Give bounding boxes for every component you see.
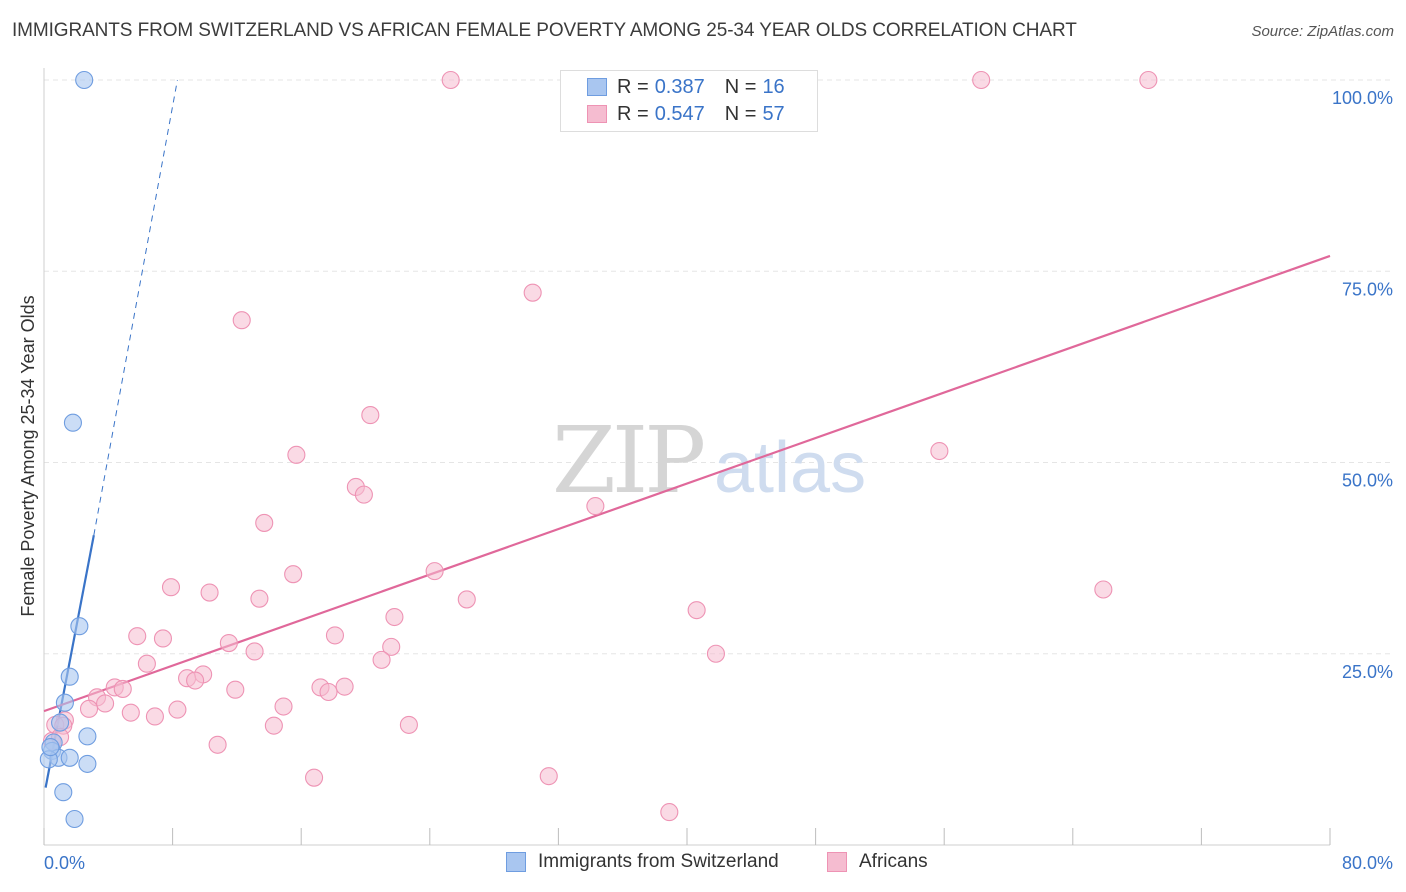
point-africans — [274, 697, 293, 716]
legend-n-label: N = — [724, 75, 757, 98]
x-tick-label: 0.0% — [44, 853, 85, 873]
point-switzerland — [63, 413, 82, 432]
point-africans — [145, 707, 164, 726]
y-tick-label: 100.0% — [1332, 88, 1393, 108]
watermark-zip: ZIP — [552, 407, 703, 514]
point-africans — [96, 694, 115, 713]
point-switzerland — [60, 748, 79, 767]
point-africans — [113, 679, 132, 698]
legend-r-value: 0.547 — [654, 102, 705, 125]
point-switzerland — [78, 754, 97, 773]
point-africans — [128, 627, 147, 646]
point-africans — [660, 803, 679, 822]
point-africans — [457, 590, 476, 609]
point-africans — [232, 311, 251, 330]
y-tick-label: 75.0% — [1342, 279, 1393, 299]
legend-n-label: N = — [724, 102, 757, 125]
point-africans — [399, 715, 418, 734]
point-switzerland — [54, 783, 73, 802]
legend-r-value: 0.387 — [654, 75, 705, 98]
legend-n-value: 16 — [762, 75, 785, 98]
point-africans — [372, 650, 391, 669]
trend-line-africans — [43, 254, 1331, 713]
legend: R = 0.387 N = 16 R = 0.547 N = 57 — [560, 70, 818, 132]
point-switzerland — [55, 693, 74, 712]
point-africans — [706, 644, 725, 663]
point-africans — [168, 700, 187, 719]
point-africans — [137, 654, 156, 673]
gridlines — [44, 79, 1394, 655]
point-africans — [305, 768, 324, 787]
point-africans — [687, 601, 706, 620]
point-africans — [284, 565, 303, 584]
data-points — [39, 70, 1158, 829]
axis-labels: 25.0% 50.0% 75.0% 100.0% 0.0% 80.0% Female Pov… — [18, 88, 1393, 873]
point-africans — [441, 70, 460, 90]
point-switzerland — [70, 617, 89, 636]
point-africans — [219, 633, 238, 653]
source-label: Source: ZipAtlas.com — [1251, 23, 1394, 40]
y-tick-label: 50.0% — [1342, 471, 1393, 491]
point-switzerland — [78, 727, 97, 746]
point-africans — [382, 637, 401, 656]
bottom-legend-label-africans: Africans — [859, 851, 928, 872]
bottom-legend-switzerland: Immigrants from Switzerland — [506, 851, 779, 873]
point-africans — [325, 626, 345, 645]
point-africans — [930, 441, 949, 461]
point-africans — [425, 562, 444, 581]
point-africans — [245, 642, 264, 661]
legend-r-label: R = — [617, 75, 649, 98]
watermark: ZIP atlas — [552, 407, 866, 514]
legend-row-africans: R = 0.547 N = 57 — [587, 101, 785, 127]
point-switzerland — [65, 809, 84, 829]
point-africans — [79, 699, 99, 718]
chart-title: IMMIGRANTS FROM SWITZERLAND VS AFRICAN F… — [12, 20, 1077, 41]
point-africans — [1094, 580, 1113, 599]
point-africans — [264, 716, 283, 735]
point-africans — [539, 767, 558, 786]
point-switzerland — [75, 70, 94, 90]
point-africans — [161, 578, 181, 597]
point-switzerland — [41, 738, 60, 757]
point-africans — [287, 445, 306, 464]
point-africans — [354, 485, 373, 504]
x-tick-label: 80.0% — [1342, 853, 1393, 873]
bottom-legend-swatch-blue — [506, 852, 526, 872]
point-africans — [586, 497, 605, 516]
point-switzerland — [51, 713, 70, 732]
point-africans — [208, 735, 227, 754]
point-africans — [335, 677, 354, 696]
point-africans — [153, 629, 173, 648]
bottom-legend-label-switzerland: Immigrants from Switzerland — [538, 851, 779, 872]
point-africans — [972, 70, 991, 90]
point-africans — [361, 406, 380, 425]
legend-n-value: 57 — [762, 102, 785, 125]
point-africans — [523, 283, 542, 302]
y-tick-label: 25.0% — [1342, 662, 1393, 682]
bottom-legend-africans: Africans — [827, 851, 928, 873]
legend-swatch-pink — [587, 105, 607, 123]
legend-row-switzerland: R = 0.387 N = 16 — [587, 74, 785, 100]
point-africans — [226, 680, 245, 699]
point-africans — [319, 682, 338, 702]
trend-line-switzerland-dashed — [93, 79, 178, 536]
point-africans — [121, 703, 140, 722]
point-switzerland — [60, 667, 79, 686]
point-africans — [186, 671, 205, 690]
axes — [43, 68, 1331, 846]
point-africans — [200, 583, 219, 602]
watermark-atlas: atlas — [714, 428, 866, 508]
y-axis-title: Female Poverty Among 25-34 Year Olds — [18, 295, 38, 616]
bottom-legend-swatch-pink — [827, 852, 847, 872]
legend-swatch-blue — [587, 78, 607, 96]
point-africans — [385, 607, 404, 627]
legend-r-label: R = — [617, 102, 649, 125]
point-africans — [255, 513, 274, 532]
point-africans — [250, 589, 269, 608]
point-africans — [1139, 70, 1158, 90]
